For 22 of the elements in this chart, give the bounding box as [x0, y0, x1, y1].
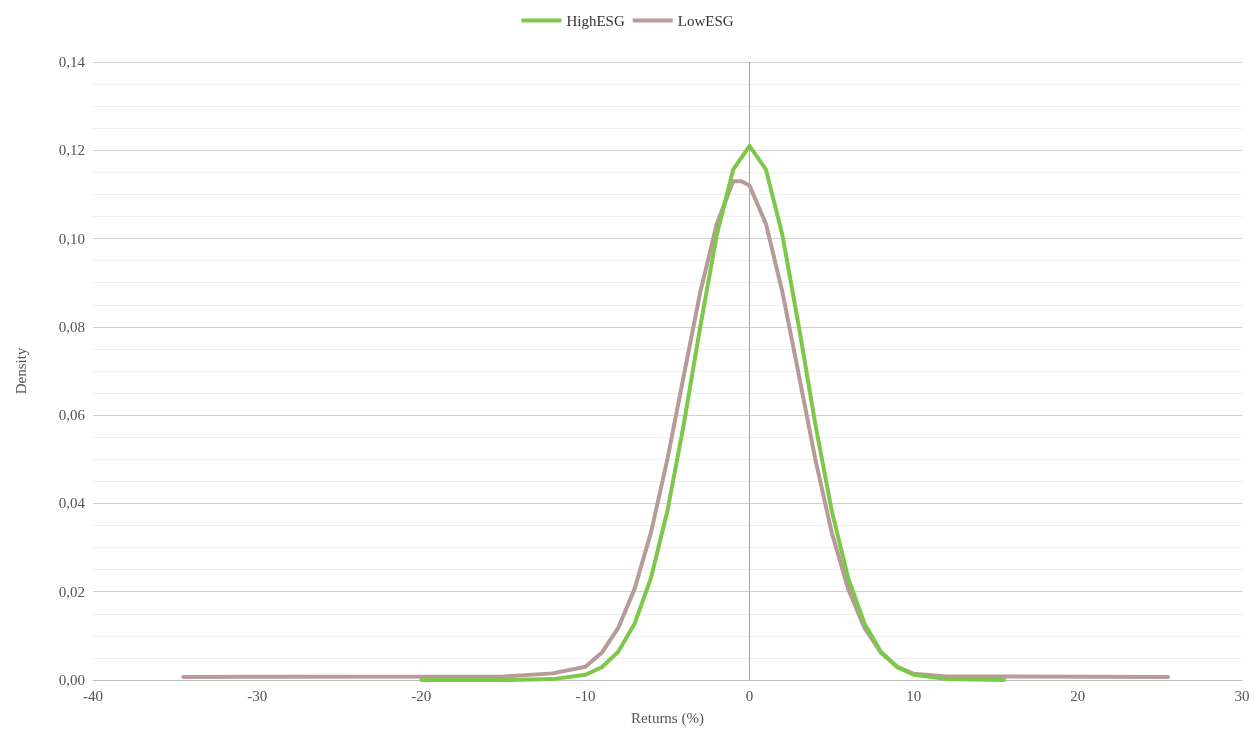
y-tick-label: 0,00: [58, 672, 85, 688]
y-tick-label: 0,08: [58, 318, 85, 335]
x-tick-label: -30: [247, 687, 268, 704]
legend-label: HighESG: [566, 12, 625, 29]
y-tick-label: 0,04: [58, 495, 86, 512]
y-tick-label: 0,10: [58, 230, 85, 247]
y-tick-label: 0,02: [58, 583, 85, 600]
x-tick-label: 10: [906, 687, 922, 704]
x-tick-label: 30: [1234, 687, 1250, 704]
x-tick-label: -10: [575, 687, 596, 704]
x-tick-label: 0: [745, 687, 754, 704]
y-axis-title: Density: [12, 347, 29, 395]
y-tick-label: 0,14: [58, 54, 86, 70]
line-series: [181, 179, 1171, 679]
x-tick-label: -20: [411, 687, 432, 704]
legend-label: LowESG: [677, 12, 734, 29]
x-tick-label: 20: [1070, 687, 1086, 704]
x-axis-title: Returns (%): [631, 709, 704, 727]
line-series: [419, 143, 1006, 682]
y-tick-label: 0,12: [58, 142, 85, 159]
y-tick-label: 0,06: [58, 407, 86, 424]
x-tick-label: -40: [83, 687, 103, 704]
